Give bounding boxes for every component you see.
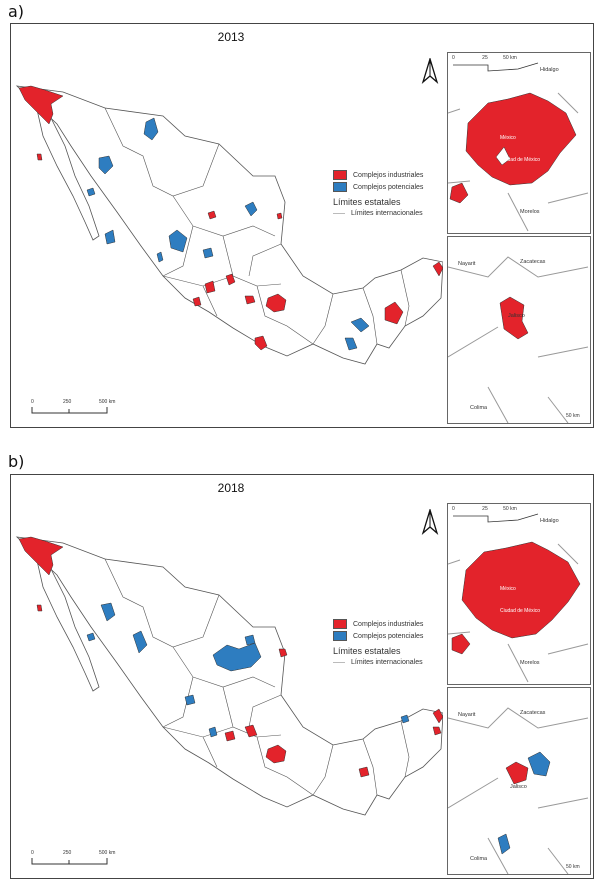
label-mexico: México — [500, 135, 516, 141]
inset-scale-1: 25 — [482, 506, 488, 512]
scale-tick-1: 250 — [63, 399, 72, 405]
legend-international: Límites internacionales — [351, 209, 423, 217]
legend-industrial: Complejos industriales — [353, 171, 424, 179]
inset-scale-1: 25 — [482, 55, 488, 61]
label-colima: Colima — [470, 405, 488, 411]
scale-tick-1: 250 — [63, 850, 72, 856]
inset-scale-0: 0 — [452, 506, 455, 512]
legend-states-header: Límites estatales — [333, 197, 401, 207]
label-jalisco: Jalisco — [508, 313, 525, 319]
label-colima: Colima — [470, 856, 488, 862]
north-arrow-icon — [421, 56, 439, 89]
north-arrow-icon — [421, 507, 439, 540]
potential-swatch — [333, 631, 347, 641]
map-legend: Complejos industriales Complejos potenci… — [333, 169, 423, 219]
scale-tick-2: 500 km — [99, 399, 116, 405]
map-frame-2013: 2013 — [10, 23, 594, 428]
map-title: 2013 — [217, 30, 245, 44]
label-hidalgo: Hidalgo — [540, 518, 559, 524]
label-zacatecas: Zacatecas — [520, 259, 546, 265]
potential-complexes — [86, 602, 410, 738]
label-mexico: México — [500, 586, 516, 592]
potential-swatch — [333, 182, 347, 192]
scale-tick-2: 500 km — [99, 850, 116, 856]
inset-scale: 50 km — [566, 413, 580, 419]
legend-states-header: Límites estatales — [333, 646, 401, 656]
industrial-complexes — [18, 536, 443, 778]
international-line — [333, 661, 345, 663]
scale-tick-0: 0 — [31, 850, 34, 856]
inset-scale: 50 km — [566, 864, 580, 870]
inset-scale-2: 50 km — [503, 55, 517, 61]
industrial-complexes — [18, 85, 443, 351]
label-nayarit: Nayarit — [458, 261, 476, 267]
legend-potential: Complejos potenciales — [353, 632, 424, 640]
mexico-map-2018 — [16, 536, 443, 816]
inset-scale: 0 25 50 km — [452, 55, 517, 61]
industrial-swatch — [333, 619, 347, 629]
legend-industrial: Complejos industriales — [353, 620, 424, 628]
scale-tick-0: 0 — [31, 399, 34, 405]
industrial-swatch — [333, 170, 347, 180]
legend-potential: Complejos potenciales — [353, 183, 424, 191]
inset-mexico-city-2013: 0 25 50 km Hidalgo México Ciudad de Méxi… — [447, 52, 591, 234]
label-hidalgo: Hidalgo — [540, 67, 559, 73]
map-title: 2018 — [217, 481, 245, 495]
map-frame-2018: 2018 Complejos industriales — [10, 474, 594, 879]
label-cdmx: Ciudad de México — [500, 608, 541, 614]
label-nayarit: Nayarit — [458, 712, 476, 718]
inset-scale-0: 0 — [452, 55, 455, 61]
mexico-map-2013 — [16, 85, 443, 365]
panel-b-label: b) — [8, 452, 25, 471]
inset-scale: 0 25 50 km — [452, 506, 517, 512]
label-morelos: Morelos — [520, 209, 540, 215]
inset-mexico-city-2018: 0 25 50 km Hidalgo México Ciudad de Méxi… — [447, 503, 591, 685]
label-jalisco: Jalisco — [510, 784, 527, 790]
map-legend: Complejos industriales Complejos potenci… — [333, 618, 423, 668]
legend-international: Límites internacionales — [351, 658, 423, 666]
inset-jalisco-2013: Nayarit Zacatecas Jalisco Colima 50 km — [447, 236, 591, 424]
international-line — [333, 212, 345, 214]
inset-scale-2: 50 km — [503, 506, 517, 512]
potential-complexes — [86, 117, 370, 351]
panel-a-label: a) — [8, 2, 25, 21]
label-morelos: Morelos — [520, 660, 540, 666]
label-zacatecas: Zacatecas — [520, 710, 546, 716]
label-cdmx: Ciudad de México — [500, 157, 541, 163]
inset-jalisco-2018: Nayarit Zacatecas Jalisco Colima 50 km — [447, 687, 591, 875]
